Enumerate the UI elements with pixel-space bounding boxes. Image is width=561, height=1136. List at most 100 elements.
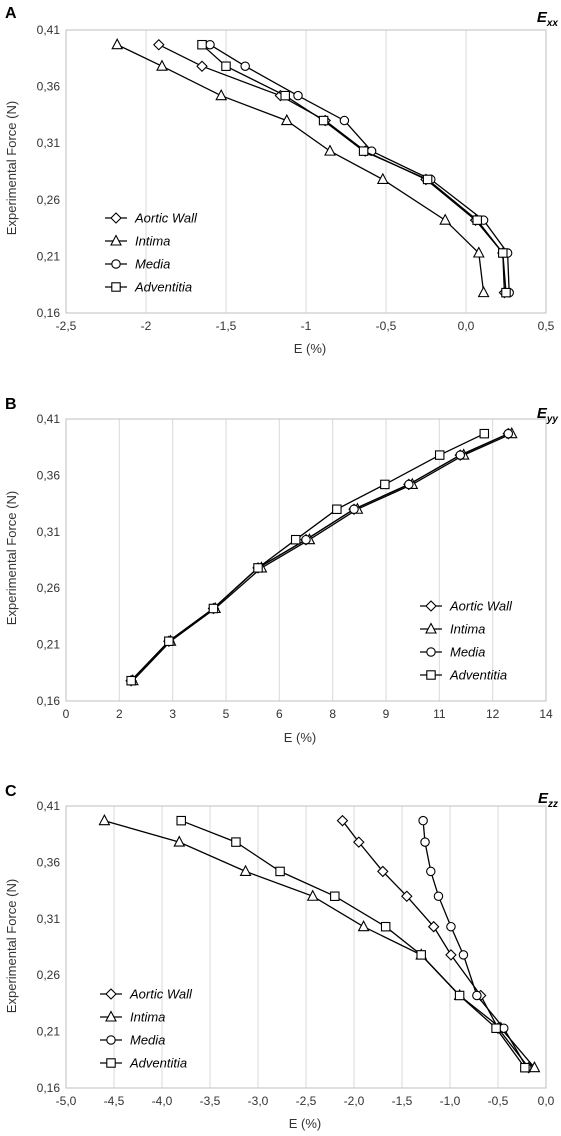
y-tick-label-c: 0,16 <box>37 1081 61 1095</box>
data-point-intima-c <box>98 813 111 826</box>
series-line-media-a <box>209 44 510 293</box>
data-point-media-a <box>339 115 350 126</box>
legend-marker-media-c <box>106 1035 116 1045</box>
legend-marker-adventitia-a <box>111 282 121 292</box>
strain-label-c: Ezz <box>538 790 558 810</box>
data-point-adventitia-a <box>472 215 482 225</box>
data-point-adventitia-b <box>290 534 301 545</box>
legend-label-media-b: Media <box>450 645 485 660</box>
y-tick-label-b: 0,21 <box>37 638 61 652</box>
data-point-intima-c <box>306 889 319 901</box>
data-point-adventitia-c <box>231 837 241 847</box>
data-point-intima-a <box>111 38 124 50</box>
series-line-adventitia-b <box>130 433 485 682</box>
data-point-aortic-wall-c <box>427 920 440 933</box>
series-line-adventitia-c <box>180 820 526 1069</box>
x-tick-label-a: -2 <box>141 319 152 333</box>
y-tick-label-c: 0,26 <box>37 968 61 982</box>
legend-marker-intima-c <box>105 1010 117 1022</box>
data-point-intima-a <box>472 246 485 258</box>
data-point-media-c <box>418 815 428 826</box>
legend-marker-adventitia-b <box>426 670 436 680</box>
legend-marker-aortic-wall-a <box>110 212 122 224</box>
data-point-adventitia-c <box>275 866 285 877</box>
x-tick-label-a: -2,5 <box>56 319 77 333</box>
data-point-aortic-wall-a <box>153 38 165 51</box>
data-point-media-b <box>503 428 514 439</box>
data-point-media-b <box>301 534 311 545</box>
x-tick-label-b: 12 <box>486 707 500 721</box>
x-tick-label-b: 9 <box>383 707 390 721</box>
legend-marker-intima-b <box>425 622 437 634</box>
data-point-intima-c <box>357 920 370 932</box>
series-line-intima-a <box>116 44 485 293</box>
data-point-adventitia-b <box>126 675 136 686</box>
y-axis-title-c: Experimental Force (N) <box>4 879 19 1013</box>
strain-label-b: Eyy <box>537 405 559 425</box>
x-tick-label-b: 8 <box>329 707 336 721</box>
chart-panel-c: C Ezz Experimental Force (N) E (%) 0,16 0… <box>4 783 558 1131</box>
data-point-adventitia-b <box>479 428 490 439</box>
legend-label-media-c: Media <box>130 1033 165 1048</box>
plot-area-c <box>65 805 547 1089</box>
legend-label-aortic-wall-a: Aortic Wall <box>134 211 198 226</box>
data-point-adventitia-b <box>434 450 445 460</box>
x-tick-label-b: 14 <box>539 707 553 721</box>
data-point-media-c <box>458 950 469 960</box>
legend-marker-media-a <box>111 259 121 269</box>
y-tick-label-a: 0,41 <box>37 23 61 37</box>
data-point-adventitia-a <box>358 146 369 156</box>
data-point-intima-c <box>173 835 186 847</box>
data-point-media-b <box>404 479 414 490</box>
legend-label-aortic-wall-c: Aortic Wall <box>129 987 193 1002</box>
x-tick-label-a: -1 <box>301 319 312 333</box>
legend-label-adventitia-c: Adventitia <box>129 1056 187 1071</box>
chart-panel-a: A Exx Experimental Force (N) E (%) 0,16 0… <box>4 5 558 356</box>
x-tick-label-b: 11 <box>433 707 446 721</box>
x-tick-label-c: -2,5 <box>296 1094 317 1108</box>
data-point-media-a <box>293 90 303 101</box>
legend-marker-intima-a <box>110 234 122 246</box>
panel-letter-c: C <box>5 783 17 800</box>
x-tick-label-c: -2,0 <box>344 1094 365 1108</box>
x-tick-label-c: -4,5 <box>104 1094 125 1108</box>
data-point-media-c <box>420 837 430 847</box>
legend-label-media-a: Media <box>135 257 170 272</box>
x-axis-title-c: E (%) <box>289 1116 322 1131</box>
data-point-intima-a <box>477 285 490 298</box>
y-tick-label-b: 0,41 <box>37 412 61 426</box>
legend-label-aortic-wall-b: Aortic Wall <box>449 599 513 614</box>
series-line-intima-c <box>104 820 535 1069</box>
legend-label-intima-a: Intima <box>135 234 170 249</box>
y-tick-label-a: 0,31 <box>37 136 61 150</box>
data-point-adventitia-a <box>280 90 290 101</box>
x-tick-label-c: 0,0 <box>538 1094 555 1108</box>
x-tick-label-b: 5 <box>223 707 230 721</box>
data-point-intima-a <box>376 172 389 184</box>
y-tick-label-a: 0,26 <box>37 193 61 207</box>
x-tick-label-a: -1,5 <box>216 319 237 333</box>
data-point-adventitia-a <box>318 115 329 126</box>
data-point-aortic-wall-c <box>353 836 365 848</box>
data-point-aortic-wall-c <box>377 865 389 878</box>
legend-label-intima-c: Intima <box>130 1010 165 1025</box>
data-point-media-a <box>205 39 215 50</box>
data-point-intima-a <box>156 59 168 71</box>
x-axis-title-a: E (%) <box>294 341 327 356</box>
y-tick-label-c: 0,41 <box>37 799 61 813</box>
x-tick-label-b: 0 <box>63 707 70 721</box>
y-tick-label-c: 0,31 <box>37 912 61 926</box>
data-point-aortic-wall-c <box>336 814 349 827</box>
x-axis-title-b: E (%) <box>284 730 317 745</box>
data-point-aortic-wall-c <box>401 890 413 903</box>
data-point-adventitia-b <box>380 479 390 490</box>
data-point-media-b <box>455 450 466 460</box>
data-point-adventitia-c <box>330 891 340 901</box>
plot-area-b <box>65 418 547 702</box>
data-point-adventitia-c <box>380 921 391 932</box>
strain-label-a: Exx <box>537 9 559 29</box>
legend-label-intima-b: Intima <box>450 622 485 637</box>
series-line-aortic-wall-a <box>158 44 506 293</box>
data-point-intima-a <box>280 113 293 126</box>
